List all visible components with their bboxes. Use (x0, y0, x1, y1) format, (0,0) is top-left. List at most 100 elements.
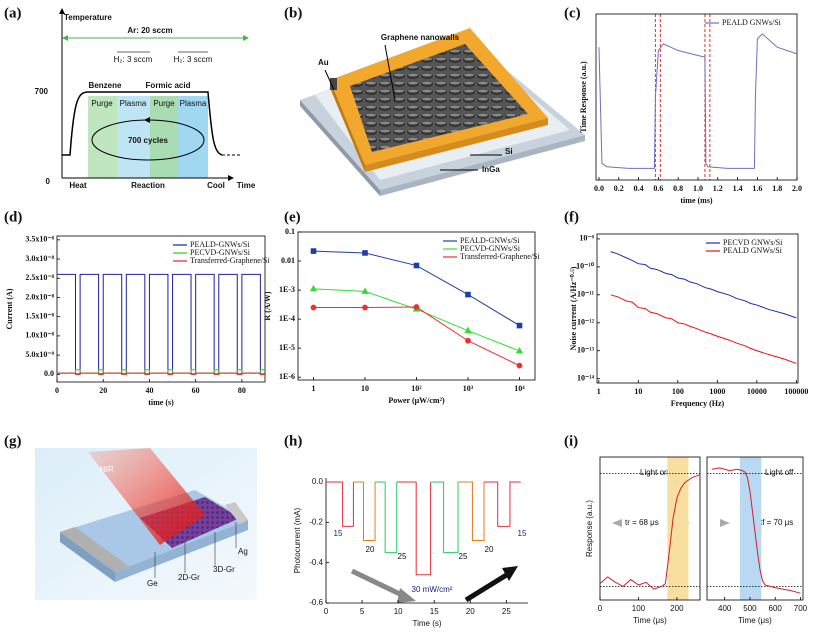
y-tick-label: 10⁻¹⁴ (577, 373, 595, 382)
y-axis-label: Photocurrent (mA) (293, 507, 302, 573)
x-tick-label: 1 (312, 384, 316, 393)
y-tick-label: 1E-5 (279, 343, 295, 352)
x-tick-label: 10³ (463, 384, 474, 393)
step-label: Purge (91, 99, 113, 108)
arrow-head (720, 519, 730, 527)
x-axis-label: Power (μW/cm²) (388, 396, 445, 405)
x-tick-label: 15 (430, 607, 439, 616)
x-axis-label: Time (s) (412, 619, 441, 628)
precursor-label: Benzene (89, 81, 122, 90)
chart: 0 5 10 15 20 25 0.0 -0.2 -0.4 -0.6 Time (s) Photocu… (293, 477, 528, 628)
series-line (313, 306, 520, 367)
panel-label: (i) (564, 433, 578, 449)
phase-label: Heat (69, 181, 87, 190)
y-tick-label: 10⁻¹³ (577, 346, 595, 355)
y-tick-label: 1E-3 (279, 285, 295, 294)
x-axis-label: Frequency (Hz) (671, 399, 725, 408)
panel-label: (c) (564, 5, 581, 21)
x-tick-label: 1000 (709, 387, 725, 396)
label: 2D-Gr (178, 573, 200, 582)
step-label: Plasma (120, 99, 147, 108)
y-tick-label: 0.0 (44, 369, 54, 378)
x-tick-label: 1.4 (733, 184, 743, 193)
y-axis-label: Response (a.u.) (585, 500, 594, 557)
phase-label: Reaction (131, 181, 165, 190)
cycle-label: 700 cycles (128, 136, 169, 145)
y-tick-label: 10⁻⁹ (579, 234, 594, 243)
charts: 0.0 0.2 0.4 0.6 0.8 1.0 1.2 1.4 1.6 1.8 2.0 PEALD G… (5, 13, 808, 628)
arrow-head (397, 588, 416, 603)
x-tick-label: 0 (598, 604, 603, 613)
panel-label: (e) (284, 209, 301, 225)
series-line (430, 481, 459, 554)
temperature-profile (62, 91, 223, 156)
annotation: 30 mW/cm² (412, 585, 453, 594)
x-tick-label: 5 (360, 607, 365, 616)
x-tick-label: 10 (394, 607, 403, 616)
arrow-head (144, 117, 150, 123)
x-tick-label: 1.8 (772, 184, 782, 193)
series-line (598, 33, 798, 169)
plot-frame (706, 456, 804, 601)
y-axis-label: Time Response (a.u.) (579, 61, 588, 133)
x-tick-label: 10000 (747, 387, 767, 396)
au-side (330, 80, 365, 172)
y-tick-label: 0.0 (312, 477, 324, 486)
annotation: tr = 68 μs (625, 518, 659, 527)
x-tick-label: 2.0 (792, 184, 802, 193)
x-tick-label: 400 (718, 604, 732, 613)
marker (309, 284, 318, 292)
chart: 1 10 100 1000 10000 100000 10⁻⁹ 10⁻¹⁰ 10⁻¹¹ 10⁻¹²… (569, 233, 808, 408)
y-tick-label: 2.5x10⁻⁸ (25, 273, 54, 282)
y-tick-label: 3.5x10⁻⁸ (25, 235, 54, 244)
series-line (599, 474, 701, 590)
y-axis-label: R (A/W) (263, 291, 272, 320)
chart: 0.0 0.2 0.4 0.6 0.8 1.0 1.2 1.4 1.6 1.8 2.0 PEALD G… (579, 13, 802, 205)
axis-label: Temperature (64, 13, 112, 22)
panel-label: (a) (4, 5, 22, 21)
y-tick-label: 2.0x10⁻⁸ (25, 292, 54, 301)
x-tick-label: 80 (238, 386, 246, 395)
arrow-head (59, 8, 65, 14)
h2-label: H₂: 3 sccm (114, 55, 153, 64)
y-tick-label: 10⁻¹⁰ (576, 262, 595, 271)
annotation: 15 (334, 529, 343, 538)
arrow (464, 571, 510, 603)
legend-label: PECVD-GNWs/Si (190, 248, 251, 257)
marker (310, 304, 317, 311)
series-line (483, 481, 521, 527)
x-tick-label: 1.0 (693, 184, 703, 193)
x-tick-label: 40 (145, 386, 153, 395)
y-tick-label: 5.0x10⁻⁹ (25, 350, 54, 359)
y-tick-label: 1E-6 (279, 372, 295, 381)
contact-pad (60, 527, 130, 572)
marker (464, 326, 472, 334)
x-tick-label: 1.6 (752, 184, 762, 193)
x-tick-label: 0.0 (594, 184, 604, 193)
marker (361, 287, 369, 294)
panel-label: (f) (564, 209, 579, 225)
arrow-head (502, 566, 518, 581)
annotation: 20 (366, 545, 375, 554)
legend-label: Transferred-Graphene/Si (190, 256, 270, 265)
panel-label: (b) (284, 5, 302, 21)
series-line (57, 273, 265, 375)
value-label: 700 (35, 87, 49, 96)
x-tick-label: 10² (411, 384, 422, 393)
chart: 1 10 10² 10³ 10⁴ 1E-6 1E-5 1E-4 1E-3 0.01 0.1 PEALD… (263, 227, 541, 405)
y-tick-label: 1.0x10⁻⁸ (25, 331, 54, 340)
marker (515, 346, 524, 354)
shaded-span (739, 457, 762, 600)
label: NIR (100, 465, 114, 474)
series-line (458, 481, 485, 541)
shaded-span (667, 457, 689, 600)
leader (324, 69, 335, 91)
legend-label: PEALD GNWs/Si (722, 18, 782, 27)
arrow-head (228, 175, 234, 181)
axis-label: Time (237, 181, 256, 190)
phase-label: Cool (207, 181, 225, 190)
legend-label: PEALD GNWs/Si (723, 246, 783, 255)
diagram-a: Purge Plasma Purge Plasma Temperature Ar… (35, 8, 256, 190)
label: 3D-Gr (213, 565, 235, 574)
marker (516, 322, 523, 329)
